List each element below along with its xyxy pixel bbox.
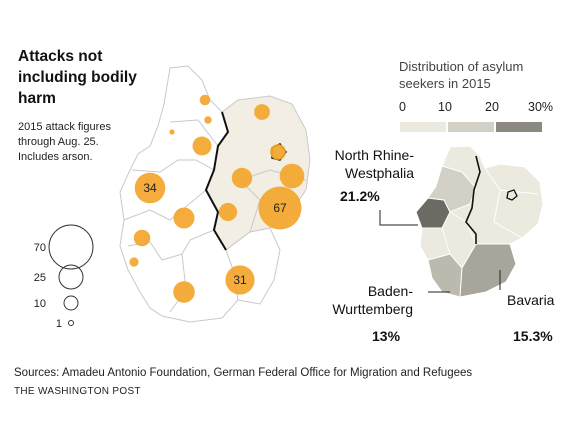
asylum-east-west-line bbox=[465, 155, 481, 244]
scale-tick-20: 20 bbox=[485, 100, 499, 114]
size-legend: 70 25 10 1 bbox=[34, 224, 94, 330]
bubbles-layer bbox=[129, 94, 305, 303]
color-scale-bar bbox=[400, 122, 542, 132]
scale-band-10-20 bbox=[448, 122, 494, 132]
leader-lines bbox=[379, 210, 501, 293]
bubble-labels-layer: 34 67 31 bbox=[143, 181, 287, 287]
size-legend-circle-10 bbox=[63, 295, 79, 311]
bubble-rhineland-palatinate bbox=[133, 229, 151, 247]
bubble-schleswig-holstein bbox=[199, 94, 211, 106]
bubble-berlin bbox=[270, 144, 286, 160]
bubble-saxony bbox=[258, 186, 302, 230]
bubble-north-rhine-westphalia bbox=[134, 172, 166, 204]
bavaria-label: Bavaria bbox=[507, 292, 555, 308]
bw-label-line-1: Baden- bbox=[367, 283, 413, 299]
scale-tick-0: 0 bbox=[399, 100, 406, 114]
attacks-map: 34 67 31 bbox=[119, 65, 311, 323]
size-legend-label-10: 10 bbox=[34, 298, 46, 310]
bavaria-value: 15.3% bbox=[513, 328, 553, 344]
nrw-label: North Rhine- Westphalia bbox=[324, 146, 414, 182]
lower-saxony-region bbox=[427, 165, 477, 213]
attacks-title: Attacks not including bodily harm bbox=[18, 48, 137, 107]
credit-text: THE WASHINGTON POST bbox=[14, 386, 141, 397]
bubble-label-bavaria: 31 bbox=[233, 273, 247, 287]
bubble-brandenburg bbox=[279, 163, 305, 189]
size-legend-label-1: 1 bbox=[56, 318, 62, 330]
bubble-bavaria bbox=[225, 265, 255, 295]
bubble-label-north-rhine-westphalia: 34 bbox=[143, 181, 157, 195]
nrw-label-line-1: North Rhine- bbox=[334, 147, 414, 163]
bubble-baden-wurttemberg bbox=[173, 281, 195, 303]
sources-text: Sources: Amadeu Antonio Foundation, Germ… bbox=[14, 367, 473, 379]
scale-tick-10: 10 bbox=[438, 100, 452, 114]
bubble-hesse bbox=[173, 207, 195, 229]
distribution-title: Distribution of asylum seekers in 2015 bbox=[399, 59, 524, 91]
state-borders bbox=[123, 119, 307, 313]
nrw-leader-line bbox=[379, 210, 418, 226]
size-legend-circle-1 bbox=[68, 320, 74, 326]
bubble-hamburg bbox=[204, 116, 212, 124]
size-legend-circle-25 bbox=[58, 264, 84, 290]
bubble-saarland bbox=[129, 257, 139, 267]
scale-band-20-30 bbox=[496, 122, 542, 132]
bw-label-line-2: Wurttemberg bbox=[332, 301, 413, 317]
bubble-saxony-anhalt bbox=[231, 167, 253, 189]
nrw-label-line-2: Westphalia bbox=[344, 165, 414, 181]
bubble-bremen bbox=[169, 129, 175, 135]
baden-wurttemberg-value: 13% bbox=[372, 328, 401, 344]
bavaria-region bbox=[459, 243, 517, 298]
asylum-map bbox=[415, 145, 544, 298]
size-legend-label-70: 70 bbox=[34, 242, 46, 254]
size-legend-label-25: 25 bbox=[34, 272, 46, 284]
bubble-thuringia bbox=[218, 202, 238, 222]
asylum-berlin-outline bbox=[506, 189, 518, 201]
scale-band-0-10 bbox=[400, 122, 446, 132]
attacks-description: 2015 attack figures through Aug. 25. Inc… bbox=[18, 121, 111, 163]
scale-tick-30: 30% bbox=[528, 100, 554, 114]
size-legend-circle-70 bbox=[48, 224, 94, 270]
bubble-label-saxony: 67 bbox=[273, 201, 287, 215]
baden-wurttemberg-label: Baden- Wurttemberg bbox=[316, 282, 413, 318]
nrw-value: 21.2% bbox=[340, 188, 380, 204]
bubble-lower-saxony bbox=[192, 136, 212, 156]
east-west-border-line bbox=[204, 111, 230, 251]
bubble-mecklenburg-vorpommern bbox=[254, 104, 270, 120]
